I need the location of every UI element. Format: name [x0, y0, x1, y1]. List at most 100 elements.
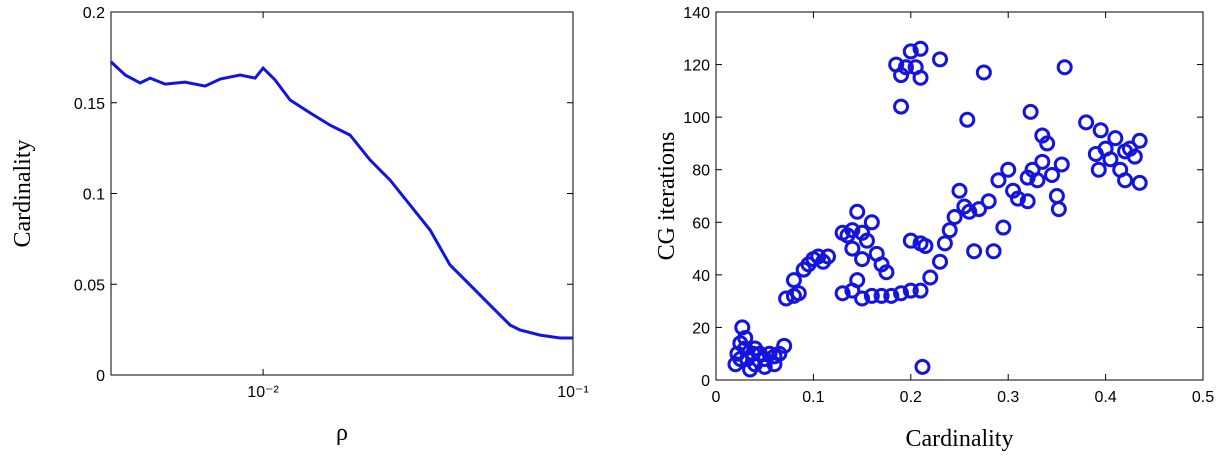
y-tick-label: 120 [683, 58, 710, 75]
data-point [902, 282, 919, 299]
data-point [844, 240, 861, 257]
y-axis-label: Cardinality [10, 140, 36, 248]
data-point [975, 64, 992, 81]
data-point [902, 232, 919, 249]
data-point [863, 287, 880, 304]
data-point [1039, 135, 1056, 152]
data-point [734, 319, 751, 336]
y-tick-label: 140 [683, 5, 710, 22]
data-point [854, 290, 871, 307]
data-point [820, 248, 837, 265]
data-point [785, 272, 802, 289]
data-point [776, 337, 793, 354]
data-point [732, 350, 749, 367]
data-point [1053, 156, 1070, 173]
data-point [1019, 193, 1036, 210]
data-point [790, 285, 807, 302]
data-point [912, 282, 929, 299]
x-tick-label: 0.1 [802, 389, 824, 406]
data-point [1117, 172, 1134, 189]
data-point [914, 358, 931, 375]
data-point [951, 182, 968, 199]
data-point [932, 51, 949, 68]
data-point [917, 237, 934, 254]
x-tick-label: 0.2 [900, 389, 922, 406]
data-point [912, 40, 929, 57]
data-point [922, 269, 939, 286]
data-point [893, 98, 910, 115]
data-point [1034, 153, 1051, 170]
data-point [756, 358, 773, 375]
y-tick-label: 60 [692, 215, 710, 232]
x-axis-label: Cardinality [906, 426, 1014, 452]
y-tick-label: 0.05 [74, 277, 105, 294]
data-point [990, 172, 1007, 189]
data-point [834, 285, 851, 302]
x-tick-label: 0.4 [1094, 389, 1116, 406]
y-tick-label: 0 [701, 373, 710, 390]
data-point [961, 203, 978, 220]
data-point [1131, 174, 1148, 191]
data-point [1102, 151, 1119, 168]
data-point [932, 253, 949, 270]
y-tick-label: 0.15 [74, 96, 105, 113]
data-point [746, 340, 763, 357]
data-point [863, 214, 880, 231]
data-point [941, 222, 958, 239]
data-point [1092, 122, 1109, 139]
data-point [936, 235, 953, 252]
data-point [980, 193, 997, 210]
x-tick-label: 0.3 [997, 389, 1019, 406]
data-point [902, 43, 919, 60]
data-point [766, 356, 783, 373]
axes-box [715, 11, 1204, 381]
x-axis-label: ρ [336, 420, 348, 446]
data-point [849, 272, 866, 289]
data-point [1107, 130, 1124, 147]
data-point [1078, 114, 1095, 131]
data-point [893, 285, 910, 302]
y-tick-label: 80 [692, 163, 710, 180]
data-point [1022, 103, 1039, 120]
x-tick-label: 10⁻¹ [557, 384, 589, 401]
data-point [883, 287, 900, 304]
y-axis-label: CG iterations [654, 132, 680, 261]
x-tick-label: 10⁻² [247, 384, 279, 401]
data-point [897, 59, 914, 76]
data-point [1056, 59, 1073, 76]
data-point [878, 264, 895, 281]
data-point [985, 243, 1002, 260]
y-tick-label: 100 [683, 110, 710, 127]
data-point [970, 201, 987, 218]
data-point [995, 219, 1012, 236]
data-line [109, 60, 573, 340]
data-point [959, 111, 976, 128]
y-tick-label: 40 [692, 268, 710, 285]
data-point [912, 69, 929, 86]
data-point [1050, 201, 1067, 218]
data-point [873, 287, 890, 304]
data-point [844, 222, 861, 239]
data-point [737, 329, 754, 346]
data-point [1117, 143, 1134, 160]
data-point [849, 203, 866, 220]
data-point [1009, 190, 1026, 207]
data-point [778, 290, 795, 307]
data-point [1044, 166, 1061, 183]
data-point [854, 251, 871, 268]
x-tick-label: 0.5 [1192, 389, 1214, 406]
y-tick-label: 0.2 [83, 5, 105, 22]
y-tick-label: 0.1 [83, 187, 105, 204]
x-tick-label: 0 [712, 389, 721, 406]
data-point [1000, 161, 1017, 178]
data-point [946, 209, 963, 226]
y-tick-label: 20 [692, 320, 710, 337]
y-tick-label: 0 [96, 368, 105, 385]
data-point [858, 232, 875, 249]
data-point [966, 243, 983, 260]
data-point [1048, 188, 1065, 204]
data-point [1029, 172, 1046, 189]
data-point [1090, 161, 1107, 178]
data-point [1131, 132, 1148, 149]
